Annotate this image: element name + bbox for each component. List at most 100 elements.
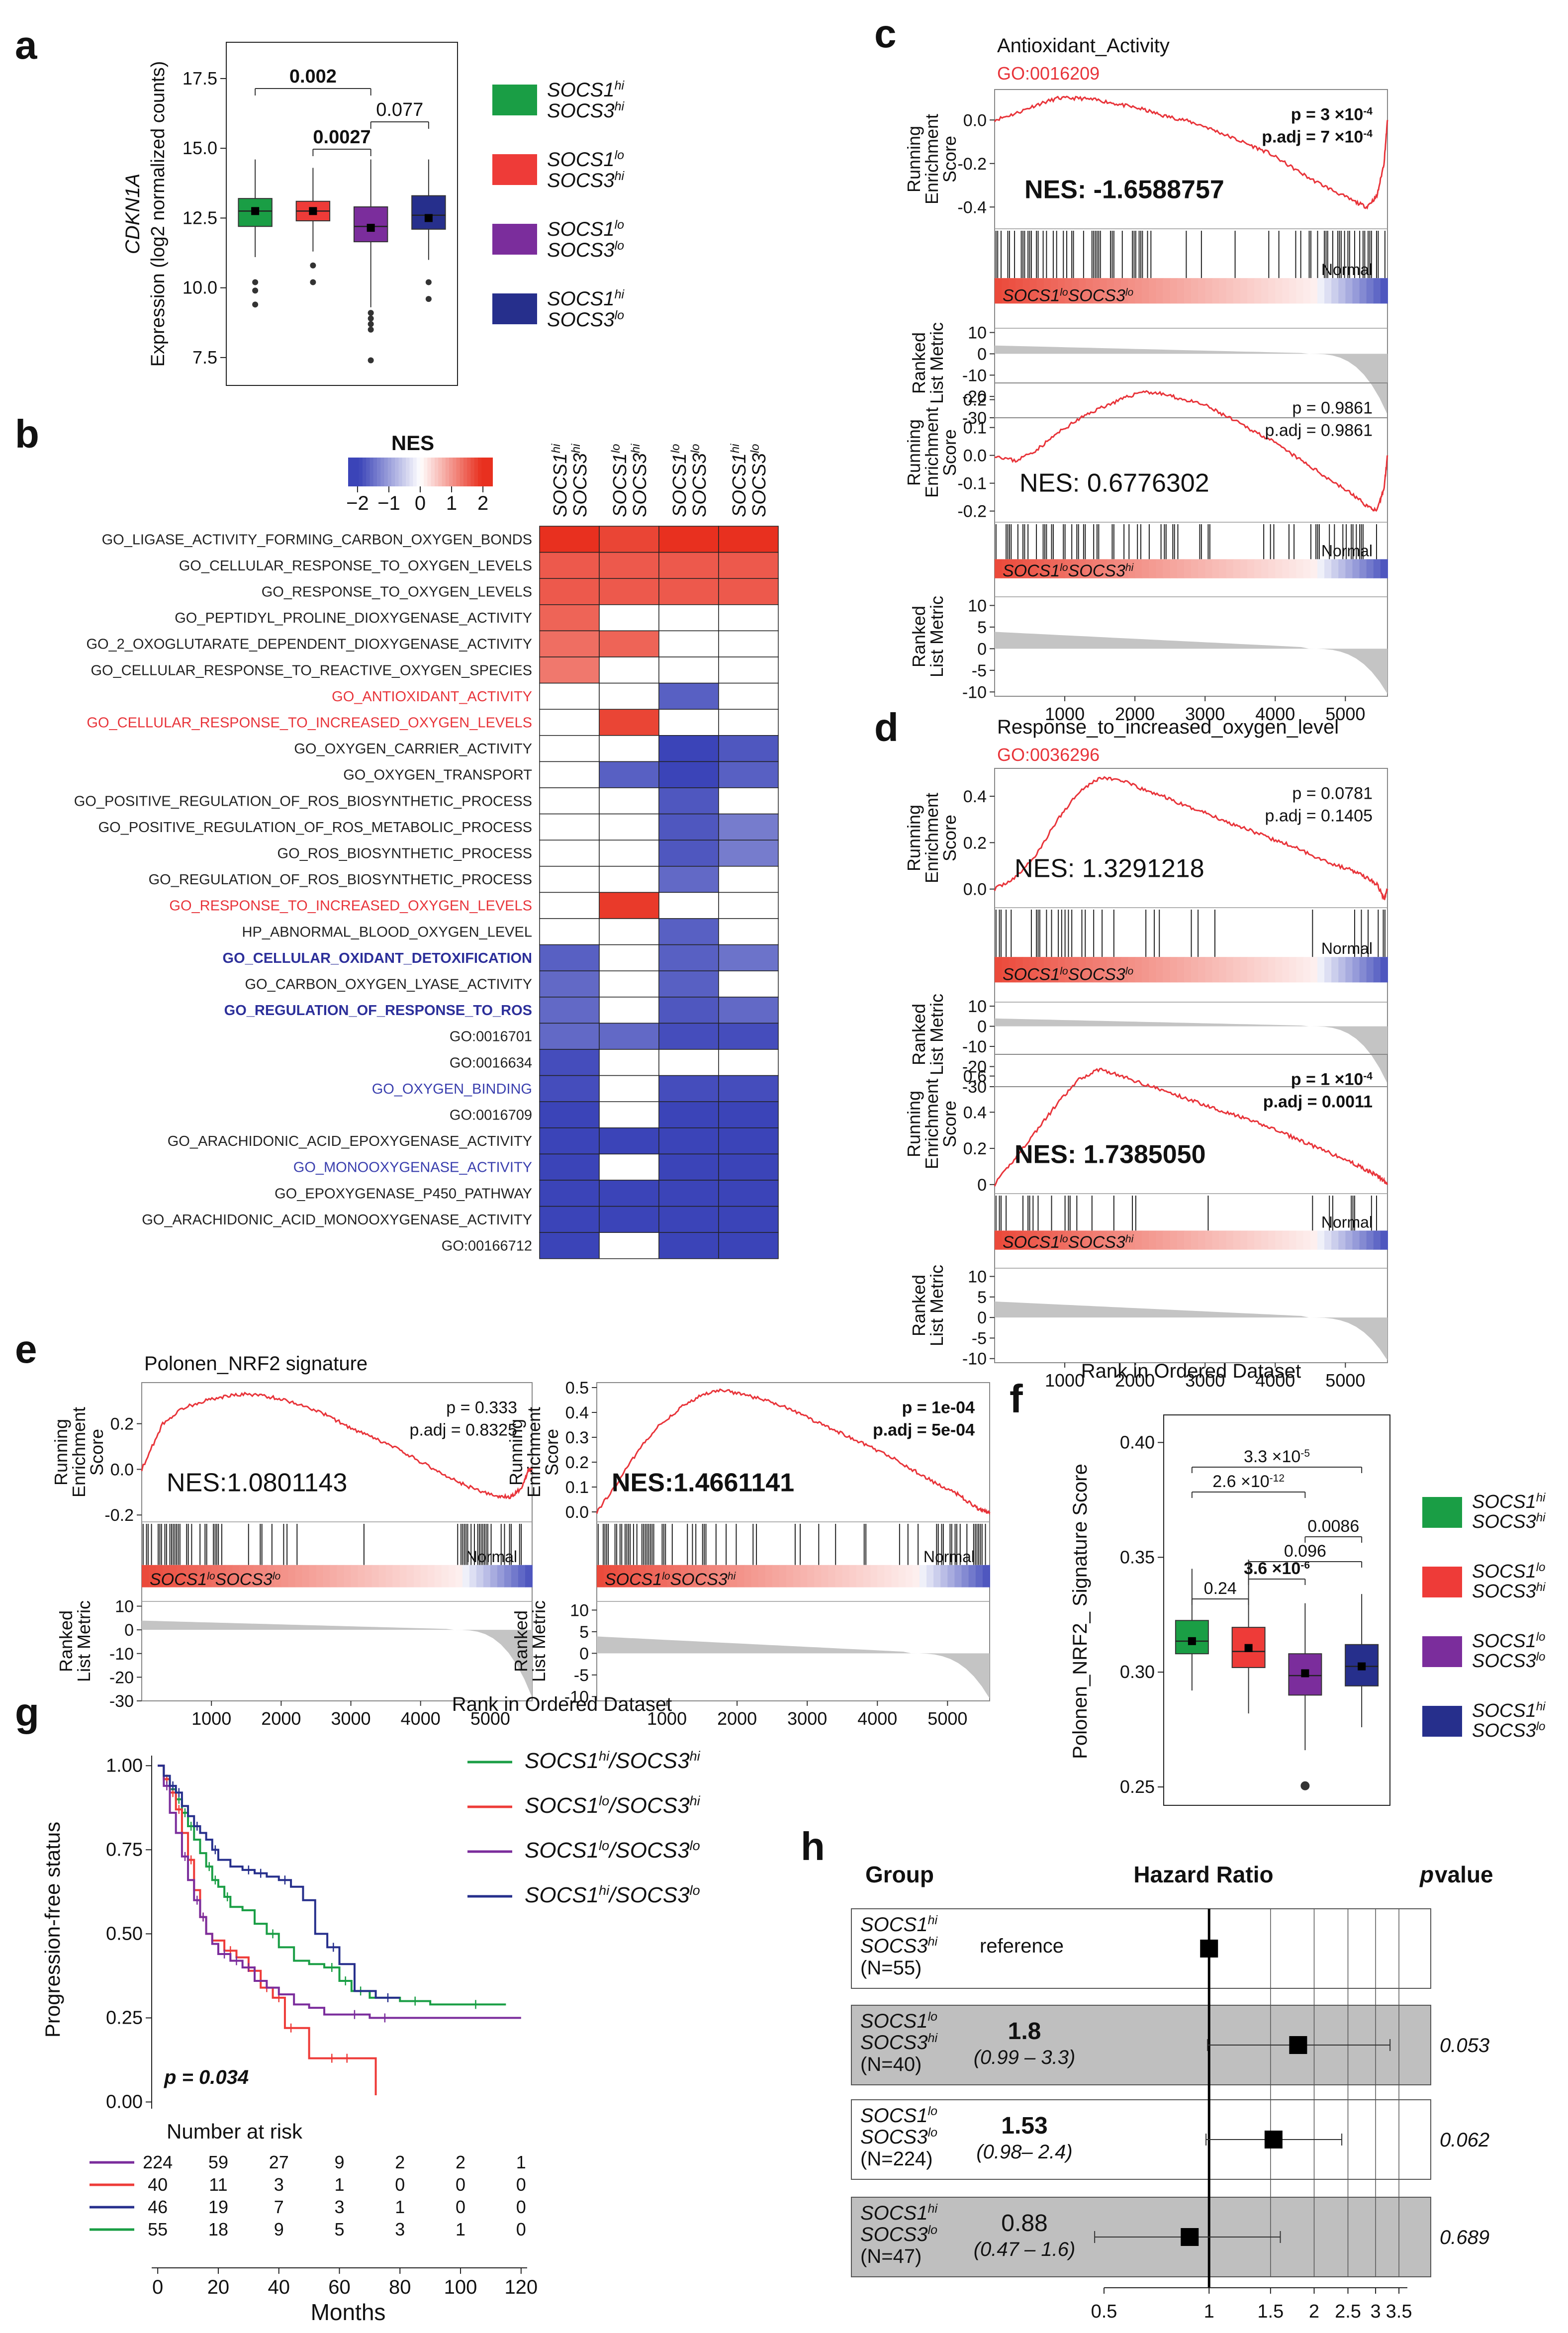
rank-band-cell [1261,1230,1269,1250]
y-tick-label: -0.2 [104,1506,134,1525]
rank-band-cell [1036,559,1044,578]
mean-marker [251,207,260,215]
rank-band-cell [1156,559,1164,578]
y-tick-label: 0.0 [963,447,987,466]
rank-band-cell [947,1565,955,1587]
x-tick-label: 1000 [191,1708,231,1729]
y-tick-label: 0.25 [106,2007,143,2028]
rank-band-cell [1282,957,1290,983]
heatmap-cell [718,944,779,971]
colorbar-cell [416,458,421,486]
row-label: GO_CELLULAR_RESPONSE_TO_INCREASED_OXYGEN… [87,715,532,731]
p-label: p = 1e-04 [902,1399,975,1417]
heatmap-cell [718,1101,779,1128]
x-tick-label: 3000 [1185,1370,1225,1391]
column-header-hihi-b: SOCS3hi [569,444,591,517]
heatmap-cell [599,1153,659,1181]
rank-band-cell [1268,957,1276,983]
rank-band-cell [835,1565,843,1587]
heatmap-cell [718,1206,779,1233]
enrichment-curve [141,1392,533,1499]
risk-count: 7 [274,2197,284,2217]
rank-band-cell [842,1565,850,1587]
rank-band-cell [667,1565,675,1587]
rank-band-cell [1002,278,1010,304]
ranked-metric-label: List Metric [74,1600,94,1682]
metric-tick-label: -10 [564,1687,589,1706]
colorbar-cell [377,458,381,486]
rank-band-cell [1331,278,1339,304]
rank-band-cell [149,1565,157,1587]
enrichment-curve [994,95,1388,210]
rank-band-cell [1065,278,1073,304]
metric-tick-label: 5 [977,1288,987,1307]
legend-swatch-hilo [492,293,537,324]
rank-band-cell [1107,1230,1114,1250]
heatmap-cell [718,1049,779,1076]
rank-band-cell [371,1565,379,1587]
rank-band-cell [1107,278,1114,304]
rank-band-cell [1184,1230,1192,1250]
outlier [252,279,259,285]
metric-tick-label: 5 [977,618,987,637]
y-tick-label: 1.00 [106,1755,143,1776]
row-label: GO_EPOXYGENASE_P450_PATHWAY [275,1186,532,1202]
risk-count: 3 [395,2219,405,2240]
rank-band-cell [1338,957,1346,983]
running-es-label: Enrichment [524,1407,544,1497]
padj-label: p.adj = 7 ×10-4 [1262,127,1373,146]
gsea-frame [596,1382,990,1701]
gsea-c-title: Antioxidant_Activity [997,35,1170,57]
hr-marker [1200,1940,1218,1958]
risk-count: 0 [456,2197,465,2217]
ranked-metric-label: Ranked [511,1610,531,1672]
rank-band-cell [1317,1230,1325,1250]
panel-label-d: d [874,705,899,749]
heatmap-cell [718,1075,779,1102]
x-tick-label: 4000 [1255,1370,1295,1391]
heatmap-cell [658,813,719,840]
colorbar-tick-label: 1 [446,492,457,514]
rank-band-cell [330,1565,338,1587]
rank-band-cell [504,1565,512,1587]
ranked-metric-area [597,1636,990,1699]
rank-band-cell [758,1565,766,1587]
running-es-label: Running [506,1419,526,1486]
colorbar-cell [387,458,392,486]
gsea-d-top: 0.4 0.2 0.0 NES: 1.3291218 p = 0.0781 p.adj =… [904,768,1388,1097]
row-label: GO_OXYGEN_CARRIER_ACTIVITY [294,741,532,757]
rank-band-cell [639,1565,646,1587]
rank-band-cell [737,1565,745,1587]
rank-band-cell [406,1565,414,1587]
p-label: p = 1 ×10-4 [1291,1070,1373,1089]
rank-band-cell [1261,559,1269,578]
rank-band-cell [1324,278,1332,304]
rank-band-cell [469,1565,477,1587]
heatmap-cell [658,1127,719,1155]
rank-band-cell [1002,957,1010,983]
row-label: GO_MONOOXYGENASE_ACTIVITY [293,1160,532,1176]
metric-tick-label: -5 [574,1666,589,1685]
hr-marker [1181,2228,1199,2246]
legend-f-hilo-line1: SOCS1hi [1472,1700,1546,1722]
x-tick-label: 2000 [1115,704,1155,724]
ranked-metric-area [995,1301,1387,1361]
rank-band-cell [1086,559,1094,578]
rank-band-cell [1198,278,1206,304]
heatmap-cell [539,1206,600,1233]
rank-band-cell [1289,1230,1297,1250]
risk-table-title: Number at risk [167,2120,303,2143]
ranked-metric-label: Ranked [909,1004,929,1065]
legend-g-hihi: SOCS1hi/SOCS3hi [525,1749,701,1773]
heatmap-cell [599,840,659,867]
pvalue-label: 2.6 ×10-12 [1212,1472,1285,1491]
y-tick-label: 0.00 [106,2091,143,2112]
risk-count: 2 [456,2152,465,2172]
rank-band-cell [695,1565,703,1587]
colorbar-tick-label: 0 [415,492,426,514]
rank-band-cell [1142,1230,1150,1250]
y-tick-label: 0.2 [963,391,987,410]
rank-band-cell [814,1565,822,1587]
rank-band-cell [625,1565,633,1587]
rank-band-cell [1050,278,1058,304]
